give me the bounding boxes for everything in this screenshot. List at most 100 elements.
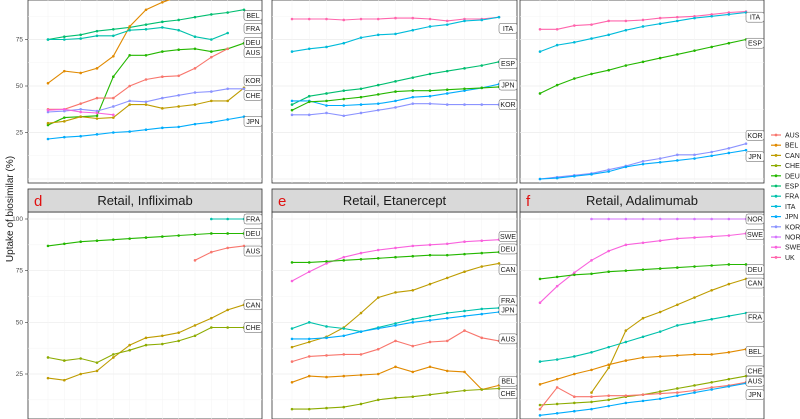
point-deu [376,256,380,260]
point-jpn [480,312,484,316]
point-deu [693,49,696,52]
point-esp [112,27,115,31]
end-label-box [745,229,764,240]
point-deu [161,50,164,53]
point-deu [607,68,610,72]
point-esp [359,87,363,91]
end-label-text: CHE [748,368,763,375]
legend-label: ITA [785,204,796,211]
point-kor [161,96,164,100]
panel-4: FRA DEU AUS CAN CHE 25 50 75 100 d Retail, Inflixi… [12,188,263,419]
point-kor [676,153,679,157]
point-deu [95,114,99,118]
series-line-aus [48,48,228,110]
end-label-box [745,213,764,225]
point-fra [226,31,229,35]
legend-label: FRA [785,194,799,201]
point-uk [376,17,380,21]
point-ita [624,28,628,32]
point-deu [144,54,148,57]
point-can [307,340,311,344]
point-jpn [538,177,542,181]
point-aus [555,386,559,389]
point-bel [693,353,696,356]
point-che [658,390,662,393]
point-ita [480,18,484,22]
point-deu [63,242,66,246]
point-nor [641,217,645,221]
point-jpn [693,157,696,160]
point-che [193,334,197,338]
end-label-ita: ITA [498,23,517,34]
panel-plot-area: SWE DEU CAN FRA JPN AUS BEL CHE [272,212,517,419]
point-swe [376,248,380,252]
point-deu [676,53,679,56]
point-deu [555,275,559,279]
point-fra [63,38,66,41]
point-can [226,308,229,312]
end-label-fra: FRA [243,23,262,34]
legend-item-fra: FRA [771,194,799,201]
point-fra [624,340,628,344]
point-deu [463,87,466,91]
legend-item-bel: BEL [771,143,798,150]
end-label-text: DEU [748,267,763,274]
point-bel [307,374,311,378]
point-aus [210,55,213,59]
point-deu [394,255,397,259]
point-deu [376,93,380,96]
point-kor [290,113,294,117]
point-esp [445,69,449,73]
end-label-box [243,116,262,127]
point-bel [624,359,628,362]
point-kor [727,147,731,150]
legend-label: BEL [785,143,798,150]
end-label-aus: AUS [498,333,517,345]
point-aus [693,389,696,392]
point-kor [177,94,180,97]
point-uk [658,16,662,20]
point-deu [46,123,50,127]
point-che [428,393,432,396]
end-label-box [243,213,262,225]
point-swe [538,301,542,305]
point-bel [710,353,713,356]
point-aus [210,250,213,254]
point-esp [463,67,466,70]
end-label-fra: FRA [243,213,262,225]
point-fra [193,35,197,39]
end-label-box [243,10,262,21]
point-che [555,402,559,406]
point-jpn [307,337,311,341]
point-bel [144,8,148,12]
point-swe [573,271,576,275]
point-can [607,366,610,370]
panel-background [519,211,765,419]
point-jpn [744,148,748,152]
point-can [210,316,213,320]
point-jpn [555,411,559,415]
point-deu [210,232,213,235]
point-fra [590,351,593,354]
end-label-deu: DEU [498,243,517,255]
point-aus [359,353,363,356]
point-jpn [161,126,164,130]
end-label-text: ITA [503,26,514,33]
point-kor [144,100,148,104]
panel-6: NOR SWE DEU CAN FRA BEL CHE AUS JPN f Retail, Adal… [519,188,765,419]
point-ita [342,41,346,45]
legend-item-che: CHE [771,163,800,170]
point-swe [555,284,559,288]
point-swe [95,111,99,115]
point-swe [624,243,628,247]
point-fra [693,321,696,324]
end-label-bel: BEL [498,375,517,387]
point-fra [325,325,328,328]
legend-label: JPN [785,214,798,221]
point-ita [445,23,449,26]
point-kor [112,105,115,108]
point-swe [693,236,696,239]
point-jpn [538,414,542,417]
point-can [480,265,484,268]
panel-plot-area: ESPBELFRADEUAUSKORCHEJPN [28,0,262,183]
